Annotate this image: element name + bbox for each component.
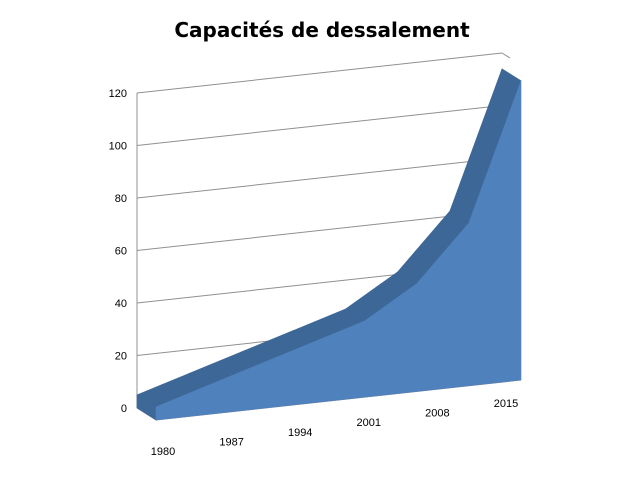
x-tick-label: 1994 xyxy=(288,427,312,439)
y-tick-label: 100 xyxy=(109,141,127,153)
y-tick-label: 60 xyxy=(115,246,127,258)
area-front-face xyxy=(155,80,522,421)
chart-title: Capacités de dessalement xyxy=(174,18,470,42)
x-tick-label: 2008 xyxy=(425,408,449,420)
series-area xyxy=(136,68,522,421)
gridline xyxy=(136,52,503,94)
x-tick-label: 1980 xyxy=(151,446,175,458)
x-tick-label: 2015 xyxy=(494,398,518,410)
x-tick-label: 1987 xyxy=(219,436,243,448)
right-wall-tick xyxy=(501,52,511,59)
y-tick-label: 80 xyxy=(115,193,127,205)
y-tick-label: 120 xyxy=(109,88,127,100)
gridline xyxy=(136,105,503,146)
y-tick-label: 40 xyxy=(115,298,127,310)
gridline xyxy=(136,157,503,199)
gridline xyxy=(136,210,503,251)
x-axis-tick-labels: 1980 1987 1994 2001 2008 2015 xyxy=(151,398,518,458)
y-tick-label: 0 xyxy=(121,403,127,415)
x-tick-label: 2001 xyxy=(357,417,381,429)
y-tick-label: 20 xyxy=(115,351,127,363)
y-axis-tick-labels: 0 20 40 60 80 100 120 xyxy=(109,88,127,415)
